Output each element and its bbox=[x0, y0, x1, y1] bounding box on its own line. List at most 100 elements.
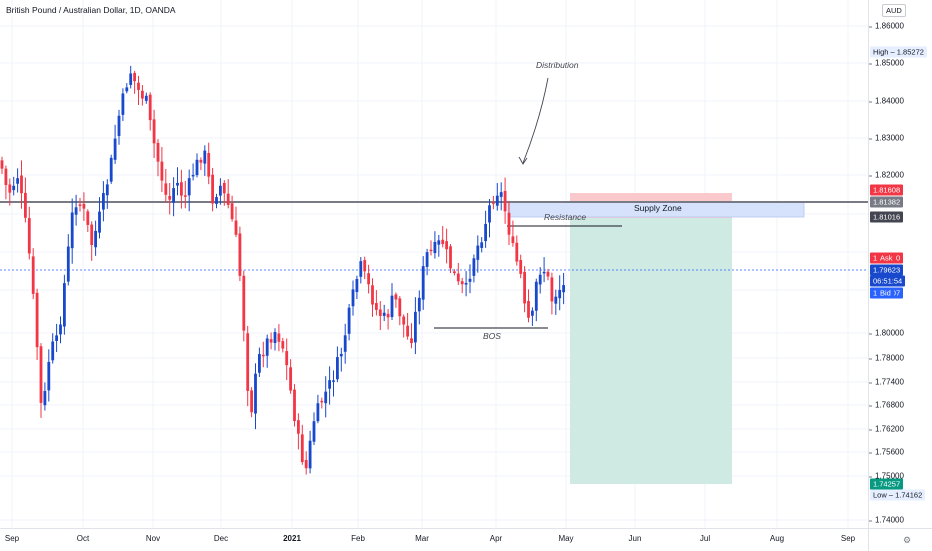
time-label: Jul bbox=[699, 534, 711, 543]
candlestick-chart[interactable] bbox=[0, 0, 868, 528]
candle-body bbox=[546, 271, 550, 277]
candle-body bbox=[20, 175, 23, 194]
chart-area[interactable] bbox=[0, 0, 868, 528]
candle-body bbox=[109, 157, 113, 182]
candle-body bbox=[234, 220, 238, 235]
candle-body bbox=[78, 204, 82, 206]
candle-body bbox=[562, 285, 565, 293]
candle-body bbox=[269, 339, 273, 343]
candle-body bbox=[226, 193, 230, 205]
price-tick: 1.85000 bbox=[869, 58, 904, 68]
candle-body bbox=[222, 182, 226, 194]
candle-body bbox=[343, 335, 347, 352]
candle-body bbox=[16, 178, 19, 184]
time-label: Nov bbox=[145, 534, 161, 543]
candle-body bbox=[425, 252, 429, 267]
candle-body bbox=[499, 192, 503, 197]
candle-body bbox=[246, 333, 250, 391]
time-label: May bbox=[558, 534, 574, 543]
candle-body bbox=[476, 245, 480, 260]
time-label: Feb bbox=[351, 534, 365, 543]
candle-body bbox=[117, 115, 121, 136]
candle-body bbox=[449, 246, 452, 269]
candle-body bbox=[359, 261, 363, 277]
candle-body bbox=[176, 182, 179, 186]
time-axis[interactable] bbox=[0, 528, 868, 551]
time-label: Sep bbox=[840, 534, 856, 543]
candle-body bbox=[316, 403, 320, 422]
candle-body bbox=[507, 212, 511, 235]
distribution-annotation[interactable]: Distribution bbox=[536, 60, 579, 70]
time-label: Mar bbox=[415, 534, 429, 543]
candle-body bbox=[59, 324, 62, 335]
time-label: Aug bbox=[769, 534, 785, 543]
candle-body bbox=[289, 367, 292, 391]
candle-body bbox=[31, 256, 35, 294]
gear-icon[interactable]: ⚙ bbox=[903, 535, 912, 545]
axis-corner bbox=[868, 528, 932, 551]
candle-body bbox=[297, 420, 300, 434]
candle-body bbox=[515, 242, 519, 262]
reward-zone bbox=[570, 218, 732, 484]
candle-body bbox=[453, 271, 456, 274]
price-axis[interactable]: 1.86000 1.85000 1.84000 1.83000 1.82000 … bbox=[868, 0, 932, 528]
candle-body bbox=[363, 260, 367, 272]
supply-zone-label[interactable]: Supply Zone bbox=[634, 203, 682, 213]
candle-body bbox=[0, 160, 4, 169]
candle-body bbox=[70, 212, 74, 249]
candle-body bbox=[148, 94, 152, 121]
candle-body bbox=[554, 296, 558, 304]
candle-body bbox=[125, 87, 129, 92]
ask-label: Ask bbox=[877, 252, 896, 264]
candle-body bbox=[102, 193, 105, 210]
price-tick: 1.76200 bbox=[869, 424, 904, 434]
candle-body bbox=[156, 142, 160, 162]
candle-body bbox=[445, 241, 448, 250]
candle-body bbox=[542, 271, 546, 274]
time-label: Dec bbox=[213, 534, 229, 543]
symbol-title[interactable]: British Pound / Australian Dollar, 1D, O… bbox=[6, 5, 176, 15]
candle-body bbox=[414, 311, 417, 343]
candle-body bbox=[168, 196, 172, 200]
bos-annotation[interactable]: BOS bbox=[483, 331, 501, 341]
candle-body bbox=[258, 354, 261, 373]
candle-body bbox=[304, 460, 308, 469]
price-tick: 1.75600 bbox=[869, 447, 904, 457]
candle-body bbox=[285, 351, 289, 366]
candle-body bbox=[121, 93, 125, 115]
candle-body bbox=[523, 271, 526, 304]
time-label: Sep bbox=[4, 534, 20, 543]
candle-body bbox=[47, 361, 51, 391]
target-price-badge: 1.74257 bbox=[870, 478, 904, 490]
candle-body bbox=[191, 174, 195, 177]
candle-body bbox=[336, 357, 339, 380]
price-tick: 1.82000 bbox=[869, 170, 904, 180]
candle-body bbox=[35, 292, 39, 348]
candle-body bbox=[320, 400, 324, 403]
candle-body bbox=[261, 354, 265, 357]
candle-body bbox=[113, 138, 117, 160]
time-label: Apr bbox=[489, 534, 503, 543]
distribution-arrow bbox=[522, 77, 549, 164]
candle-body bbox=[339, 353, 343, 357]
candle-body bbox=[230, 203, 234, 220]
candle-body bbox=[460, 281, 464, 285]
candle-body bbox=[203, 150, 207, 164]
candle-body bbox=[534, 281, 538, 311]
candle-body bbox=[441, 239, 445, 245]
currency-button[interactable]: AUD bbox=[882, 4, 906, 17]
candle-body bbox=[386, 313, 390, 318]
candle-body bbox=[90, 224, 94, 246]
price-tick: 1.74000 bbox=[869, 515, 904, 525]
candle-body bbox=[63, 283, 66, 327]
candle-body bbox=[511, 236, 515, 244]
candle-body bbox=[417, 297, 421, 312]
candle-body bbox=[265, 338, 269, 356]
candle-body bbox=[133, 72, 136, 82]
resistance-annotation[interactable]: Resistance bbox=[544, 212, 587, 222]
candle-body bbox=[199, 159, 203, 163]
level-price-badge: 1.81382 bbox=[870, 196, 904, 208]
candle-body bbox=[324, 391, 328, 404]
candle-body bbox=[531, 310, 534, 316]
last-price-badge: 1.79623 bbox=[870, 264, 904, 276]
